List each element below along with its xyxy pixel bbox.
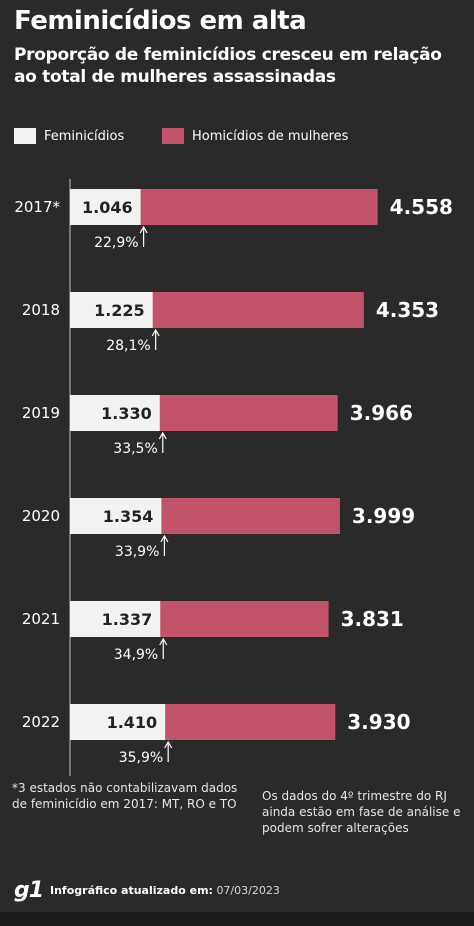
percent-arrow-head [158,431,167,440]
year-tick-label: 2017* [14,198,60,216]
value-label-feminicidios: 1.354 [103,507,154,526]
year-tick-label: 2020 [22,507,60,525]
value-label-homicidios: 4.558 [390,195,453,219]
legend-item-homicidios: Homicídios de mulheres [162,128,348,144]
percent-label: 35,9% [119,750,163,766]
percent-arrow-head [139,225,148,234]
value-label-homicidios: 3.999 [352,504,415,528]
year-tick-label: 2018 [22,301,60,319]
legend-swatch-homicidios [162,128,184,144]
page-subtitle: Proporção de feminicídios cresceu em rel… [14,45,442,87]
bar-feminicidios [70,292,153,328]
bar-feminicidios [70,395,160,431]
year-tick-label: 2021 [22,610,60,628]
percent-arrow-head [160,534,169,543]
legend-swatch-feminicidios [14,128,36,144]
percent-label: 33,9% [115,544,159,560]
legend-label-homicidios: Homicídios de mulheres [192,128,349,144]
update-info: Infográfico atualizado em: 07/03/2023 [50,884,280,897]
page-title: Feminicídios em alta [14,6,307,36]
percent-label: 34,9% [114,647,158,663]
percent-label: 33,5% [113,441,157,457]
value-label-feminicidios: 1.046 [82,198,133,217]
value-label-homicidios: 3.966 [350,401,413,425]
bar-feminicidios [70,601,161,637]
percent-arrow-head [164,740,173,749]
bar-feminicidios [70,498,162,534]
bar-feminicidios [70,189,141,225]
footnote-rj: Os dados do 4º trimestre do RJ ainda est… [262,789,461,835]
legend-item-feminicidios: Feminicídios [14,128,124,144]
percent-arrow-head [159,637,168,646]
footer: g1 Infográfico atualizado em: 07/03/2023 [0,866,474,906]
value-label-homicidios: 3.831 [341,607,404,631]
update-label: Infográfico atualizado em: [50,884,213,897]
year-tick-label: 2019 [22,404,60,422]
bar-feminicidios [70,704,166,740]
value-label-feminicidios: 1.337 [102,610,153,629]
value-label-feminicidios: 1.410 [107,713,158,732]
value-label-feminicidios: 1.330 [101,404,152,423]
footnote-2017: *3 estados não contabilizavam dados de f… [12,781,238,811]
year-tick-label: 2022 [22,713,60,731]
update-date: 07/03/2023 [216,884,280,897]
value-label-feminicidios: 1.225 [94,301,145,320]
value-label-homicidios: 4.353 [376,298,439,322]
percent-arrow-head [151,328,160,337]
footer-bar [0,912,474,926]
percent-label: 22,9% [94,235,138,251]
percent-label: 28,1% [106,338,150,354]
g1-logo: g1 [14,878,44,903]
value-label-homicidios: 3.930 [347,710,410,734]
legend-label-feminicidios: Feminicídios [44,128,125,144]
